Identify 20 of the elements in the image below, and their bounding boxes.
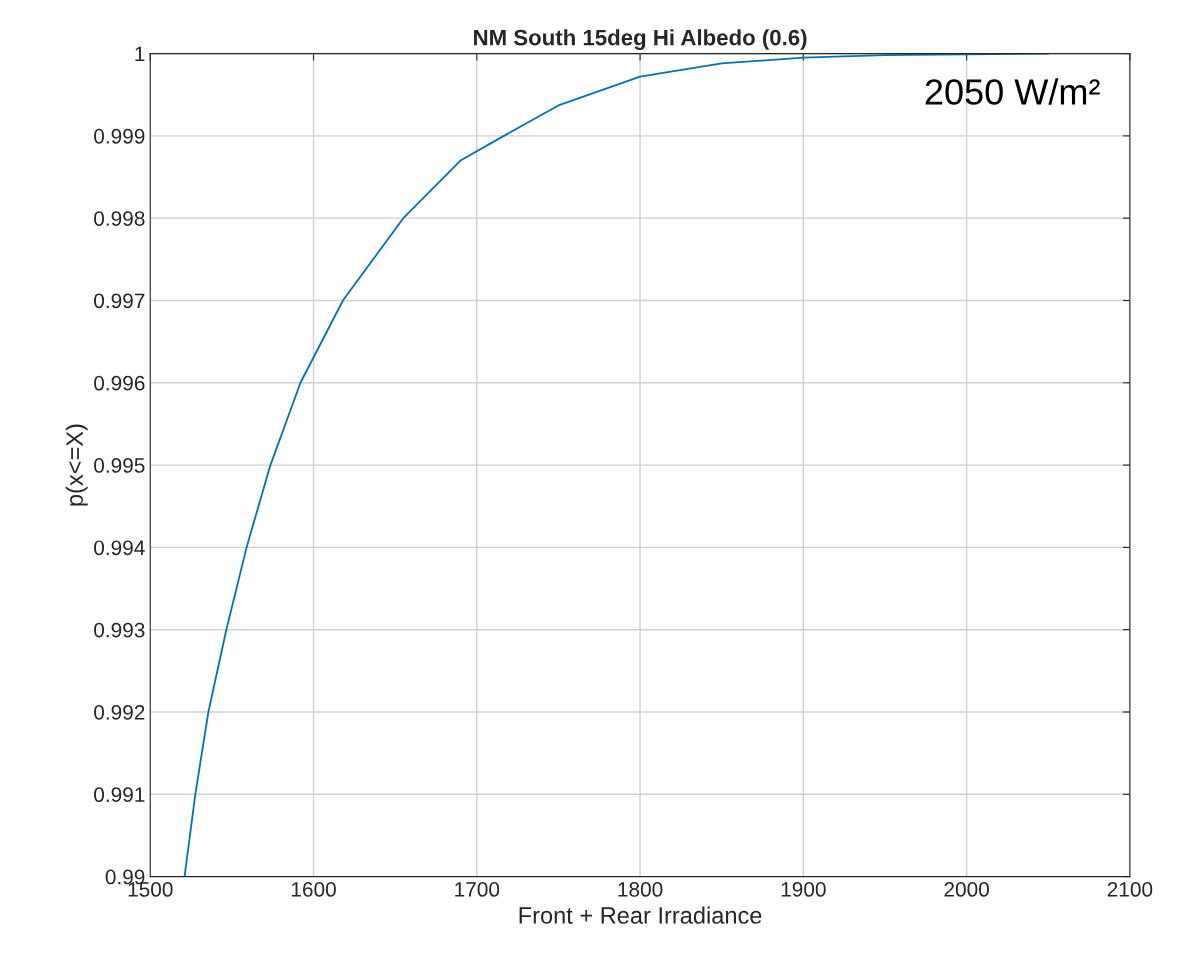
y-tick-label: 0.999 <box>94 128 145 144</box>
y-tick-label: 0.991 <box>94 787 145 803</box>
x-tick-label: 1800 <box>618 882 663 897</box>
y-tick-label: 0.992 <box>94 705 145 720</box>
y-tick-label: 0.996 <box>94 375 145 391</box>
x-tick-label: 2000 <box>944 882 989 897</box>
annotation: 2050 W/m² <box>925 78 1100 105</box>
y-tick-label: 0.994 <box>94 540 145 556</box>
x-tick-label: 1600 <box>291 882 336 897</box>
y-tick-label: 0.993 <box>94 622 145 638</box>
x-tick-label: 2100 <box>1107 882 1153 897</box>
x-axis-title: Front + Rear Irradiance <box>519 906 762 924</box>
x-tick-label: 1900 <box>781 882 826 897</box>
x-tick-label: 1700 <box>455 882 500 897</box>
y-tick-label: 1 <box>135 46 145 62</box>
y-tick-label: 0.997 <box>94 293 145 309</box>
y-axis-title: p(x<=X) <box>65 424 88 506</box>
y-tick-label: 0.995 <box>94 458 145 473</box>
y-tick-label: 0.998 <box>94 211 145 226</box>
chart-title: NM South 15deg Hi Albedo (0.6) <box>474 29 807 50</box>
